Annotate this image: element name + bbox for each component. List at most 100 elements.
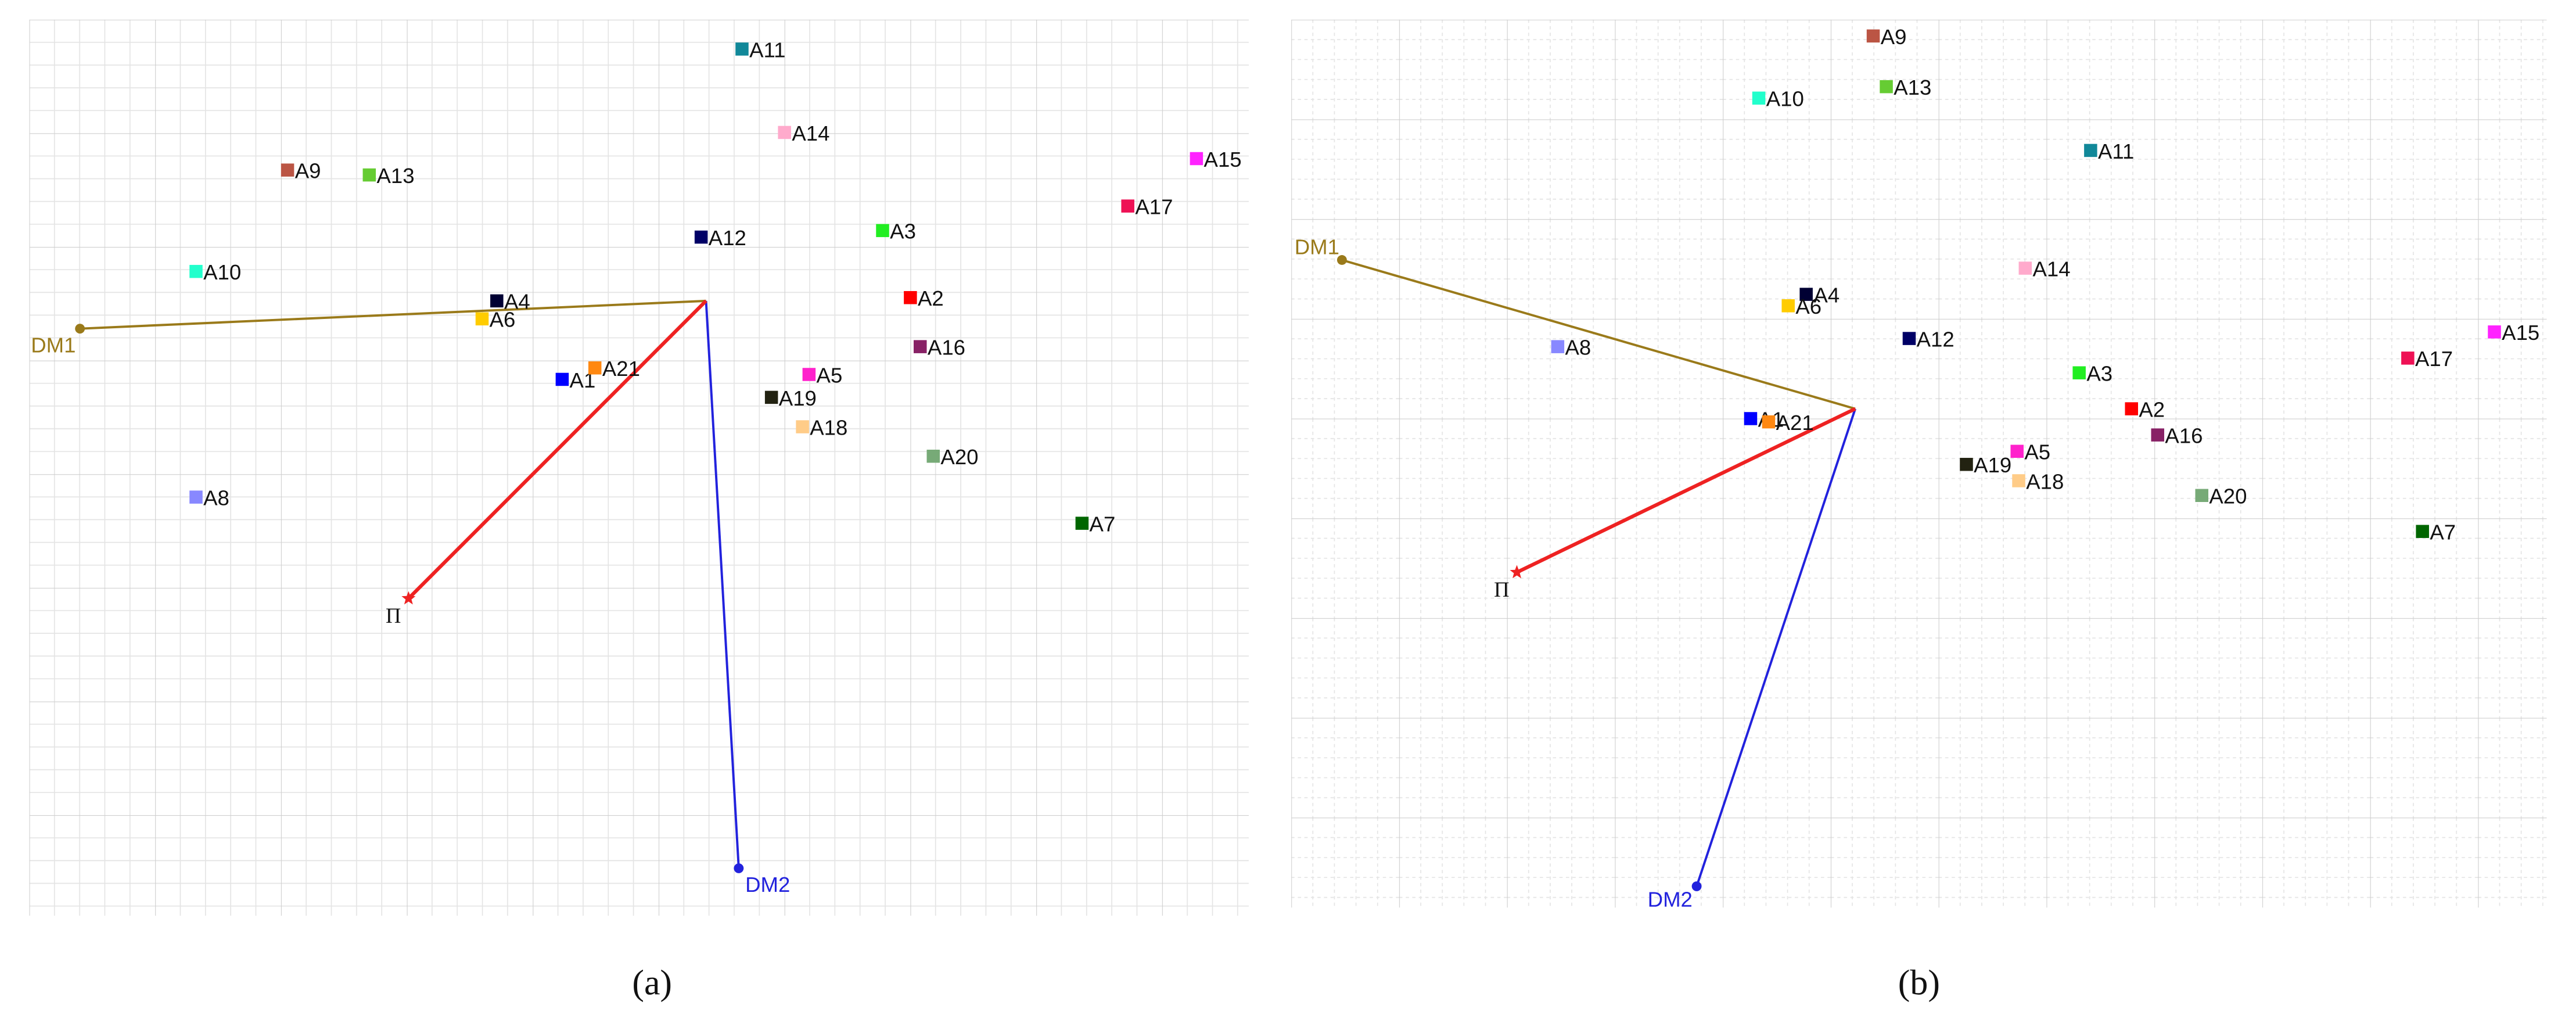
alternative-marker (735, 42, 749, 56)
alternative-marker (2416, 525, 2429, 538)
alternative-marker (475, 312, 489, 326)
grid-b (1291, 19, 2547, 908)
alternative-marker (802, 368, 816, 381)
alternative-label: A21 (1776, 411, 1814, 435)
vector-line (705, 300, 740, 869)
alternative-label: A18 (810, 415, 847, 439)
vector-end (1336, 255, 1347, 265)
alternative-label: A10 (203, 260, 241, 284)
vector-label: DM2 (745, 873, 790, 897)
alternative-marker (914, 340, 927, 353)
alternative-marker (1752, 91, 1766, 105)
alternative-label: A6 (490, 308, 516, 332)
caption: (a) (632, 963, 672, 1002)
vector-end (1691, 881, 1702, 891)
alternative-label: A11 (2098, 139, 2134, 163)
vector-label: DM2 (1648, 887, 1693, 911)
alternative-label: A14 (792, 121, 829, 145)
vector-end (734, 863, 744, 873)
alternative-label: A20 (940, 445, 978, 469)
alternative-marker (764, 390, 778, 404)
alternative-label: A14 (2032, 257, 2070, 281)
pi-marker (401, 591, 416, 605)
alternative-marker (362, 168, 376, 182)
alternative-marker (1075, 517, 1089, 530)
alternative-label: A7 (1090, 512, 1116, 536)
alternative-label: A10 (1766, 87, 1804, 111)
alternative-marker (2151, 428, 2165, 442)
alternative-marker (1781, 299, 1795, 313)
alternative-marker (588, 361, 602, 375)
alternative-marker (189, 490, 203, 504)
alternative-marker (2072, 366, 2086, 379)
alternative-label: A19 (779, 386, 817, 410)
vector-line (80, 299, 706, 330)
alternative-marker (189, 264, 203, 278)
alternative-marker (1880, 80, 1893, 94)
alternative-marker (1190, 152, 1203, 166)
alternative-marker (876, 224, 889, 238)
vector-line (407, 299, 707, 600)
alternative-label: A20 (2209, 485, 2247, 508)
alternative-marker (1960, 458, 1973, 471)
alternative-label: A16 (928, 336, 965, 360)
alternative-marker (490, 294, 504, 308)
alternative-marker (694, 230, 708, 244)
alternative-label: A5 (817, 363, 843, 387)
alternative-label: A12 (1917, 327, 1955, 351)
alternative-marker (281, 163, 294, 177)
vector-end (75, 324, 85, 334)
vector-label: Π (1494, 578, 1509, 601)
alternative-label: A8 (1565, 336, 1591, 360)
alternative-marker (1551, 340, 1565, 353)
alternative-label: A6 (1795, 295, 1821, 318)
vector-label: DM1 (1295, 235, 1339, 259)
alternative-label: A18 (2026, 469, 2064, 493)
alternative-label: A15 (1204, 148, 1242, 171)
caption: (b) (1898, 963, 1940, 1002)
alternative-label: A9 (295, 159, 321, 183)
alternative-marker (1866, 29, 1880, 43)
vector-label: DM1 (31, 333, 76, 357)
alternative-marker (778, 125, 791, 139)
alternative-label: A3 (2086, 362, 2112, 386)
alternative-label: A3 (890, 220, 916, 243)
pi-marker (1510, 565, 1524, 579)
alternative-marker (2012, 474, 2025, 487)
alternative-label: A17 (2415, 347, 2453, 371)
vector-line (1516, 407, 1856, 574)
alternative-marker (796, 420, 809, 433)
alternative-label: A13 (1894, 76, 1931, 99)
alternative-label: A15 (2502, 321, 2539, 345)
alternative-marker (904, 291, 917, 304)
alternative-marker (2125, 402, 2138, 415)
alternative-marker (2488, 325, 2501, 339)
alternative-marker (2084, 144, 2097, 157)
alternative-label: A12 (709, 226, 746, 250)
alternative-marker (1799, 288, 1813, 301)
alternative-label: A2 (2139, 397, 2165, 421)
alternative-label: A7 (2430, 521, 2456, 544)
alternative-label: A11 (749, 38, 785, 62)
alternative-marker (1744, 412, 1758, 425)
alternative-marker (2195, 489, 2209, 503)
alternative-label: A9 (1881, 25, 1907, 49)
alternative-label: A5 (2024, 440, 2050, 464)
alternative-marker (1121, 199, 1134, 213)
alternative-label: A16 (2165, 424, 2203, 448)
alternative-marker (926, 449, 940, 463)
grid-a (29, 19, 1249, 916)
vector-line (1695, 408, 1856, 887)
alternative-label: A4 (504, 290, 530, 314)
alternative-marker (2018, 261, 2032, 275)
alternative-label: A13 (376, 164, 414, 188)
alternative-label: A19 (1974, 453, 2011, 477)
alternative-marker (2010, 444, 2024, 458)
alternative-label: A2 (918, 286, 944, 310)
alternative-label: A21 (602, 357, 640, 381)
alternative-label: A4 (1813, 283, 1840, 307)
vector-line (1341, 259, 1856, 410)
alternative-marker (2401, 352, 2415, 365)
alternative-marker (1762, 415, 1776, 429)
